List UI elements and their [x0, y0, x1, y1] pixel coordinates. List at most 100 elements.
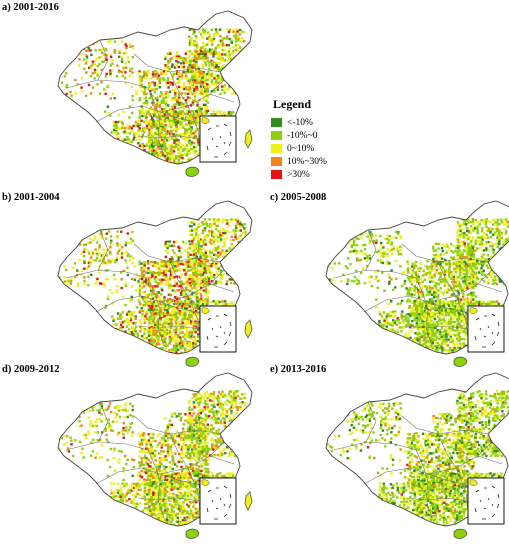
change-pixel [104, 56, 107, 59]
change-pixel [421, 320, 424, 323]
change-pixel [156, 324, 159, 327]
change-pixel [163, 265, 166, 268]
change-pixel [147, 70, 150, 73]
change-pixel [212, 240, 216, 243]
change-pixel [212, 300, 215, 303]
change-pixel [243, 243, 247, 246]
change-pixel [223, 71, 226, 74]
change-pixel [193, 72, 196, 75]
change-pixel [189, 301, 192, 305]
change-pixel [230, 243, 233, 246]
change-pixel [427, 313, 430, 316]
change-pixel [191, 57, 194, 60]
change-pixel [481, 273, 484, 276]
change-pixel [244, 234, 247, 237]
change-pixel [187, 283, 190, 286]
change-pixel [173, 141, 176, 145]
change-pixel [467, 218, 470, 221]
change-pixel [158, 297, 161, 301]
change-pixel [219, 270, 223, 274]
change-pixel [202, 284, 206, 287]
change-pixel [214, 81, 217, 84]
change-pixel [166, 353, 169, 354]
change-pixel [177, 311, 180, 315]
change-pixel [158, 77, 162, 80]
change-pixel [151, 335, 154, 339]
change-pixel [124, 303, 127, 307]
change-pixel [165, 280, 168, 283]
south-china-sea-inset [199, 305, 237, 353]
change-pixel [492, 249, 495, 252]
change-pixel [171, 105, 174, 108]
change-pixel [472, 260, 475, 263]
change-pixel [156, 282, 159, 285]
change-pixel [473, 275, 477, 278]
change-pixel [235, 218, 238, 221]
change-pixel [497, 231, 501, 235]
change-pixel [174, 114, 177, 117]
change-pixel [173, 117, 176, 120]
change-pixel [197, 115, 200, 118]
change-pixel [185, 144, 188, 147]
change-pixel [157, 321, 160, 324]
change-pixel [65, 268, 68, 272]
change-pixel [408, 286, 412, 290]
change-pixel [465, 233, 468, 237]
change-pixel [161, 163, 164, 164]
change-pixel [194, 161, 198, 164]
change-pixel [448, 288, 451, 292]
change-pixel [138, 277, 142, 281]
change-pixel [163, 154, 167, 158]
change-pixel [236, 250, 240, 253]
change-pixel [124, 259, 127, 262]
change-pixel [109, 69, 112, 72]
change-pixel [425, 304, 428, 308]
change-pixel [191, 291, 194, 295]
change-pixel [419, 278, 422, 281]
change-pixel [208, 85, 211, 88]
change-pixel [120, 271, 123, 274]
change-pixel [172, 128, 176, 131]
change-pixel [128, 147, 132, 150]
change-pixel [206, 31, 210, 34]
change-pixel [124, 244, 127, 247]
change-pixel [150, 319, 153, 323]
change-pixel [140, 136, 144, 139]
change-pixel [455, 277, 458, 280]
change-pixel [478, 243, 481, 246]
change-pixel [182, 291, 186, 294]
change-pixel [185, 335, 189, 338]
change-pixel [478, 220, 481, 224]
change-pixel [238, 28, 242, 32]
change-pixel [221, 57, 224, 60]
change-pixel [241, 232, 245, 235]
change-pixel [173, 262, 177, 265]
change-pixel [125, 250, 128, 254]
change-pixel [221, 53, 224, 56]
change-pixel [193, 295, 197, 298]
change-pixel [228, 28, 232, 32]
change-pixel [181, 331, 184, 334]
change-pixel [184, 92, 187, 95]
change-pixel [217, 251, 220, 254]
change-pixel [431, 264, 434, 268]
change-pixel [200, 240, 203, 243]
change-pixel [106, 85, 109, 89]
change-pixel [188, 311, 191, 314]
change-pixel [185, 128, 189, 131]
change-pixel [410, 278, 413, 281]
change-pixel [426, 272, 429, 275]
change-pixel [491, 262, 494, 265]
change-pixel [232, 166, 234, 168]
change-pixel [151, 101, 154, 104]
change-pixel [213, 274, 216, 277]
change-pixel [466, 293, 469, 297]
change-pixel [83, 58, 86, 61]
change-pixel [170, 335, 174, 338]
change-pixel [421, 314, 424, 317]
change-pixel [179, 255, 183, 259]
change-pixel [137, 151, 140, 154]
change-pixel [159, 153, 162, 156]
province-boundary [133, 243, 189, 297]
change-pixel [474, 238, 477, 241]
